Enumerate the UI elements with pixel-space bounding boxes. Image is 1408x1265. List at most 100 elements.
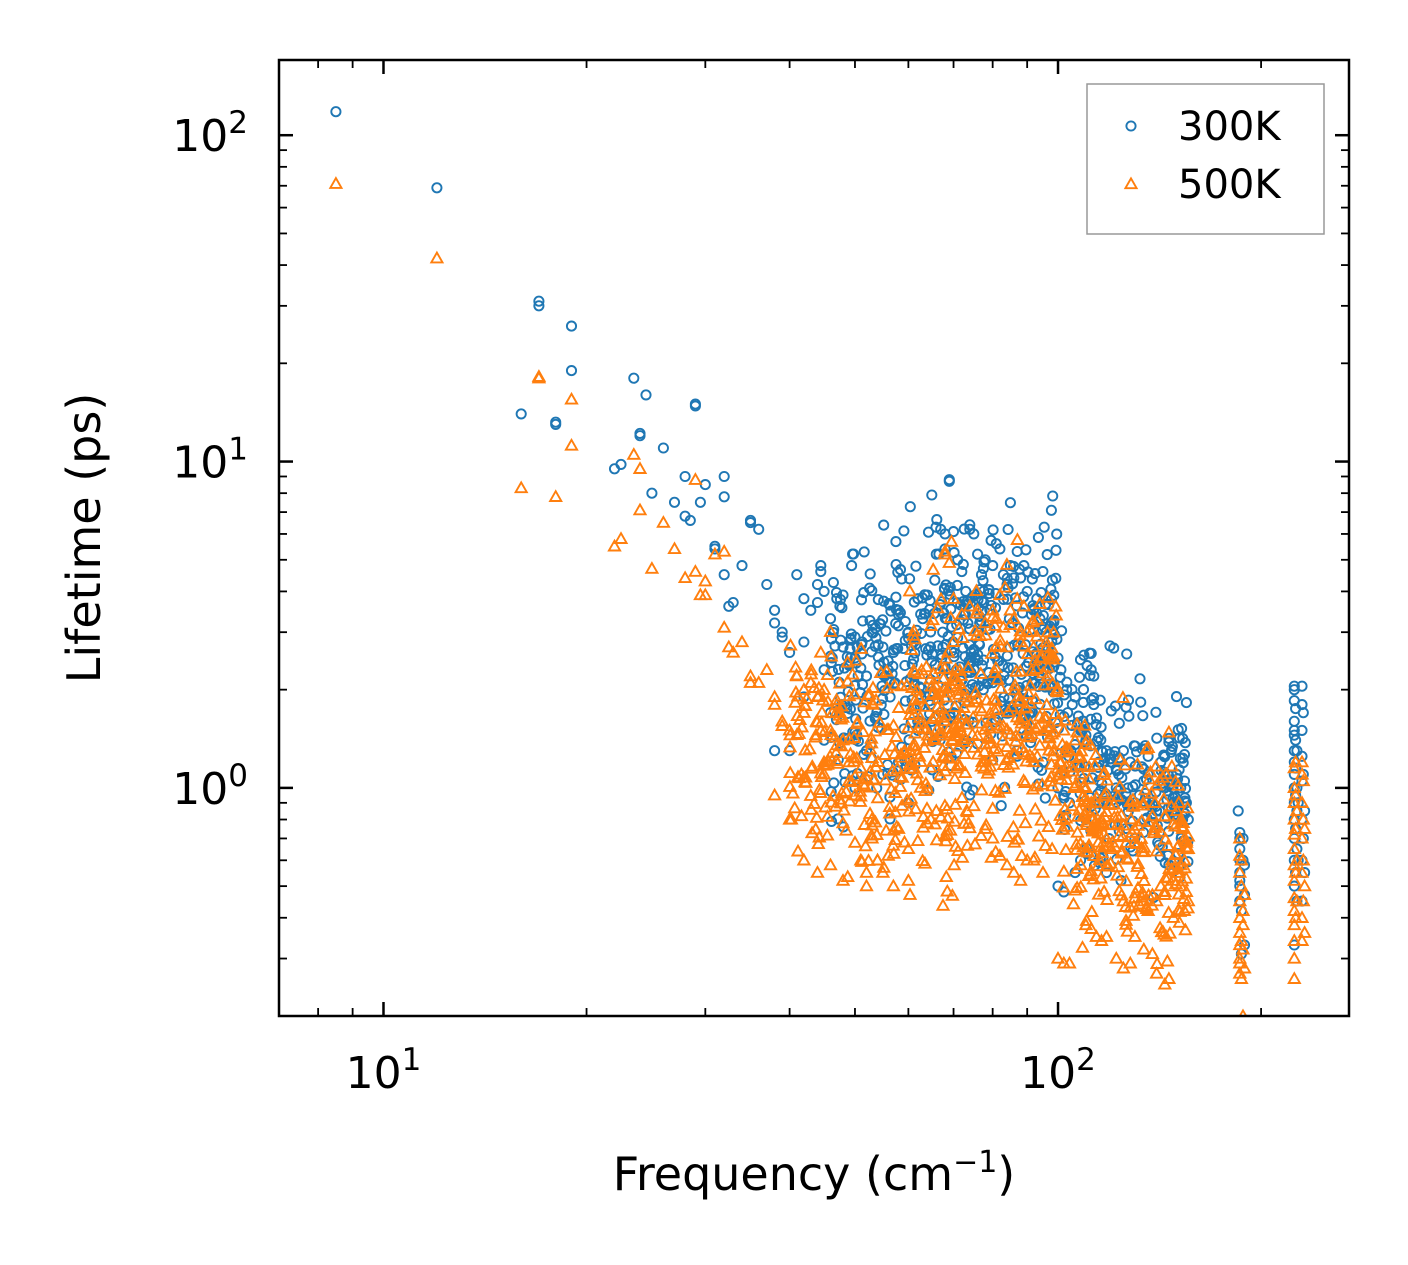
data-point	[776, 626, 788, 638]
data-point	[925, 562, 941, 575]
data-point	[891, 700, 907, 713]
data-point	[974, 782, 989, 796]
data-point	[867, 723, 883, 737]
data-point	[1287, 971, 1302, 984]
data-point	[1128, 885, 1143, 899]
data-point	[1234, 826, 1246, 839]
legend-marker-500K	[1123, 176, 1139, 190]
data-point	[886, 717, 901, 731]
data-point	[956, 700, 972, 713]
data-point	[646, 487, 658, 499]
data-point	[1294, 830, 1310, 844]
data-point	[994, 543, 1006, 555]
data-point	[1114, 845, 1129, 859]
data-point	[984, 752, 1000, 766]
data-point	[977, 821, 993, 834]
data-point	[837, 641, 849, 653]
data-point	[862, 741, 878, 755]
data-point	[1087, 757, 1103, 771]
data-point	[1147, 795, 1163, 808]
data-point	[1104, 640, 1116, 652]
data-point	[798, 769, 813, 783]
data-point	[862, 806, 878, 819]
data-point	[832, 705, 848, 718]
data-point	[1018, 560, 1030, 572]
data-point	[1161, 971, 1177, 984]
data-point	[1287, 933, 1302, 946]
data-point	[907, 725, 923, 739]
data-point	[1123, 899, 1138, 913]
data-point	[991, 785, 1007, 798]
data-point	[1173, 811, 1188, 825]
data-point	[1000, 829, 1015, 842]
data-point	[894, 678, 909, 692]
data-point	[806, 796, 822, 809]
data-point	[834, 738, 849, 752]
data-point	[533, 300, 545, 312]
data-point	[1006, 611, 1022, 624]
data-point	[951, 621, 967, 634]
data-point	[812, 829, 827, 843]
data-point	[880, 680, 895, 694]
data-point	[936, 671, 951, 684]
data-point	[999, 739, 1015, 753]
data-point	[1056, 722, 1072, 736]
data-point	[864, 750, 880, 763]
data-point	[856, 639, 868, 651]
data-point	[991, 743, 1006, 757]
data-point	[328, 176, 344, 189]
data-point	[992, 632, 1008, 646]
data-point	[891, 821, 906, 834]
data-point	[1021, 585, 1033, 597]
data-point	[933, 591, 949, 605]
data-point	[1148, 758, 1164, 772]
data-point	[842, 688, 857, 702]
data-point	[813, 722, 828, 736]
data-point	[803, 802, 819, 815]
data-point	[1019, 753, 1034, 767]
data-point	[1032, 737, 1048, 751]
data-point	[1137, 710, 1149, 722]
data-point	[513, 480, 529, 494]
data-point	[1055, 737, 1070, 750]
data-point	[1296, 680, 1308, 692]
data-point	[1288, 787, 1303, 801]
data-point	[1045, 504, 1057, 516]
data-point	[1094, 811, 1109, 825]
data-point	[1296, 852, 1311, 866]
data-point	[1016, 598, 1032, 612]
data-point	[833, 795, 849, 809]
data-point	[1116, 893, 1131, 907]
data-point	[946, 591, 961, 604]
data-point	[429, 250, 445, 264]
data-point	[1161, 905, 1176, 918]
data-point	[966, 798, 982, 812]
data-point	[912, 748, 927, 762]
data-point	[862, 686, 877, 700]
data-point	[1136, 761, 1148, 773]
data-point	[1112, 778, 1128, 792]
data-point	[736, 560, 748, 572]
data-point	[909, 682, 925, 696]
data-point	[849, 631, 861, 643]
data-point	[901, 841, 916, 855]
data-point	[1022, 747, 1038, 761]
data-point	[1030, 719, 1046, 733]
data-point	[698, 573, 713, 587]
data-point	[1029, 568, 1041, 580]
data-point	[832, 675, 848, 689]
data-point	[632, 502, 648, 516]
data-point	[956, 566, 968, 578]
data-point	[797, 742, 813, 756]
data-point	[1069, 861, 1085, 874]
data-point	[965, 651, 977, 663]
data-point	[960, 838, 975, 851]
data-point	[1048, 706, 1063, 719]
data-point	[1179, 884, 1194, 898]
data-point	[1020, 646, 1036, 659]
data-point	[836, 602, 848, 614]
data-point	[679, 470, 691, 483]
data-point	[890, 536, 902, 548]
data-point	[832, 663, 845, 675]
data-point	[985, 599, 997, 611]
